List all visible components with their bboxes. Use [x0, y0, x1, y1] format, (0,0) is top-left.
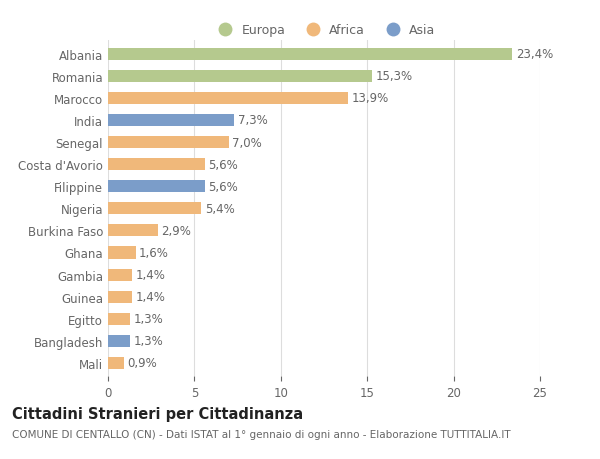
Bar	[108, 247, 136, 259]
Bar	[108, 357, 124, 369]
Bar	[108, 335, 130, 347]
Text: 1,4%: 1,4%	[136, 291, 166, 303]
Bar	[108, 269, 132, 281]
Text: 5,6%: 5,6%	[208, 180, 238, 193]
Bar	[108, 181, 205, 193]
Text: Cittadini Stranieri per Cittadinanza: Cittadini Stranieri per Cittadinanza	[12, 406, 303, 421]
Text: 13,9%: 13,9%	[352, 92, 389, 105]
Text: 5,4%: 5,4%	[205, 202, 235, 215]
Bar	[108, 225, 158, 237]
Text: COMUNE DI CENTALLO (CN) - Dati ISTAT al 1° gennaio di ogni anno - Elaborazione T: COMUNE DI CENTALLO (CN) - Dati ISTAT al …	[12, 429, 511, 439]
Legend: Europa, Africa, Asia: Europa, Africa, Asia	[208, 19, 440, 42]
Text: 0,9%: 0,9%	[127, 357, 157, 369]
Text: 1,3%: 1,3%	[134, 313, 164, 325]
Bar	[108, 71, 373, 83]
Bar	[108, 159, 205, 171]
Text: 2,9%: 2,9%	[161, 224, 191, 237]
Bar	[108, 313, 130, 325]
Bar	[108, 291, 132, 303]
Bar	[108, 93, 348, 105]
Bar	[108, 115, 234, 127]
Text: 7,3%: 7,3%	[238, 114, 268, 127]
Text: 5,6%: 5,6%	[208, 158, 238, 171]
Bar	[108, 203, 202, 215]
Text: 1,4%: 1,4%	[136, 269, 166, 281]
Bar	[108, 137, 229, 149]
Text: 1,3%: 1,3%	[134, 335, 164, 347]
Text: 1,6%: 1,6%	[139, 246, 169, 259]
Text: 7,0%: 7,0%	[232, 136, 262, 149]
Text: 23,4%: 23,4%	[516, 48, 553, 61]
Text: 15,3%: 15,3%	[376, 70, 413, 83]
Bar	[108, 49, 512, 61]
